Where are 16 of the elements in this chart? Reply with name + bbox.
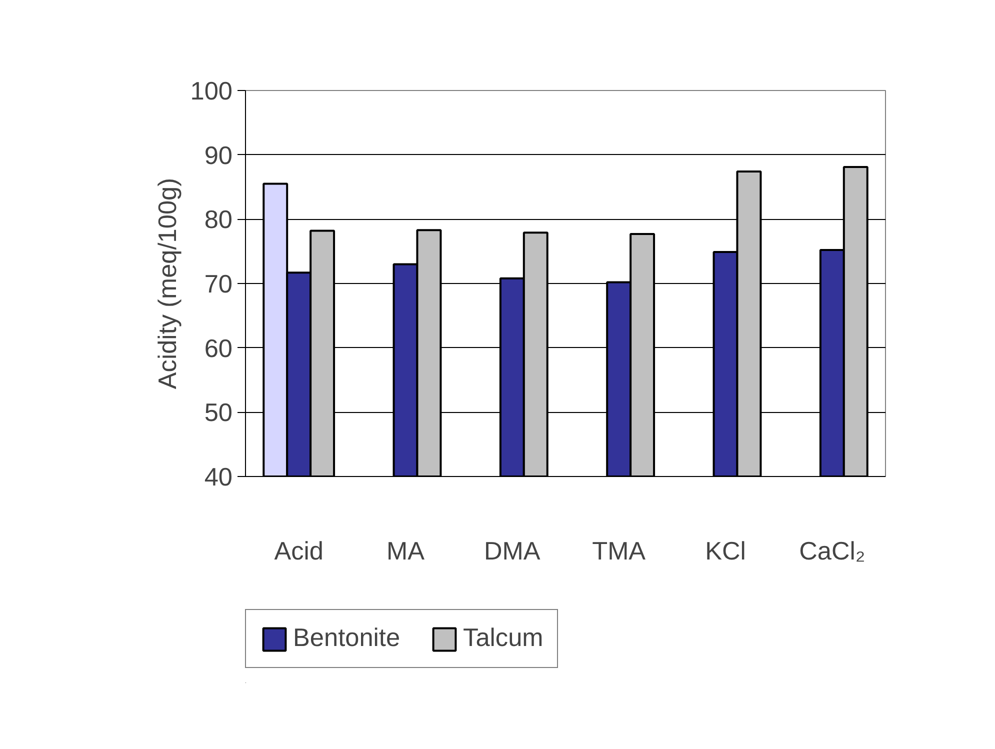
legend-label: Talcum <box>463 624 544 653</box>
y-tick-label: 90 <box>204 142 233 170</box>
legend-label: Bentonite <box>293 624 400 653</box>
x-tick-label: CaCl₂ <box>799 538 866 566</box>
y-tick-label: 70 <box>204 270 233 298</box>
x-tick-label: KCl <box>705 538 746 566</box>
y-tick-label: 60 <box>204 334 233 363</box>
y-tick-label: 100 <box>190 78 233 106</box>
y-tick-label: 50 <box>204 399 233 428</box>
x-tick-label: TMA <box>592 538 646 566</box>
x-tick-label: DMA <box>484 538 540 566</box>
x-tick-label: MA <box>386 538 425 566</box>
y-tick-label: 80 <box>204 206 233 234</box>
y-tick-label: 40 <box>204 464 233 492</box>
x-tick-label: Acid <box>274 538 324 566</box>
y-axis-title: Acidity (meq/100g) <box>154 178 182 390</box>
